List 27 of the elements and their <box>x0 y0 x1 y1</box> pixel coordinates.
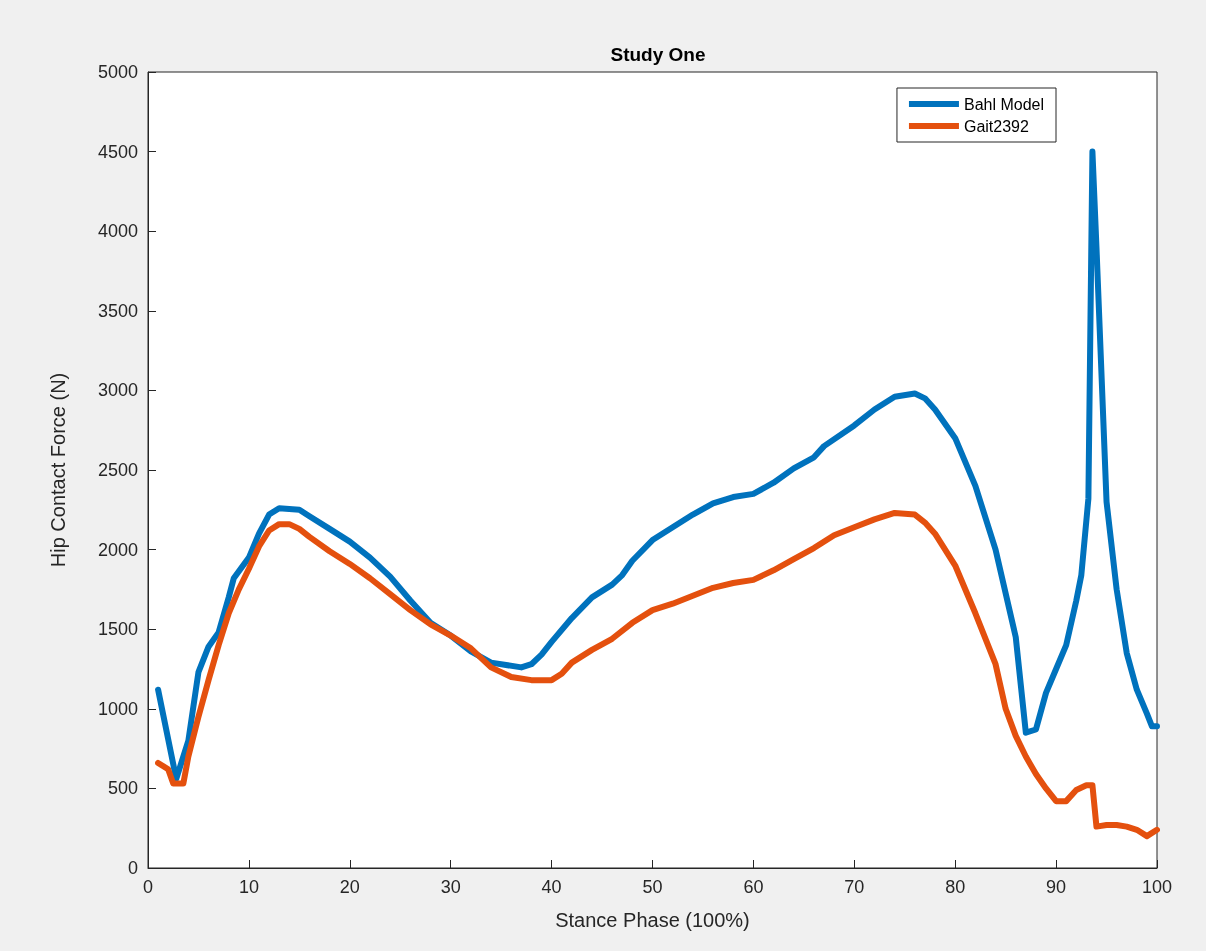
y-tick-label: 1500 <box>97 619 138 640</box>
x-axis-title: Stance Phase (100%) <box>555 909 750 931</box>
x-tick-label: 20 <box>339 877 360 897</box>
x-tick-label: 10 <box>238 877 259 897</box>
legend-label: Bahl Model <box>963 95 1044 113</box>
chart-title: Study One <box>610 44 706 65</box>
legend-label: Gait2392 <box>963 117 1029 135</box>
x-tick-label: 100 <box>1141 877 1173 897</box>
x-tick-label: 40 <box>541 877 562 897</box>
y-tick-label: 0 <box>127 858 138 878</box>
x-tick-label: 60 <box>743 877 764 897</box>
y-axis-title: Hip Contact Force (N) <box>47 372 69 568</box>
y-tick-label: 3500 <box>97 300 138 321</box>
y-tick-label: 500 <box>107 778 138 799</box>
x-tick-label: 50 <box>642 877 663 897</box>
y-tick-label: 2000 <box>97 539 138 560</box>
y-tick-label: 2500 <box>97 460 138 480</box>
x-tick-label: 90 <box>1046 877 1067 897</box>
x-tick-label: 70 <box>844 877 865 897</box>
y-tick-label: 5000 <box>97 62 138 82</box>
x-tick-label: 80 <box>945 877 966 897</box>
y-tick-label: 4000 <box>97 221 138 242</box>
y-tick-label: 1000 <box>97 698 138 719</box>
y-tick-label: 3000 <box>97 380 138 401</box>
x-tick-label: 0 <box>142 877 154 897</box>
y-tick-label: 4500 <box>97 141 138 162</box>
x-tick-label: 30 <box>440 877 461 897</box>
